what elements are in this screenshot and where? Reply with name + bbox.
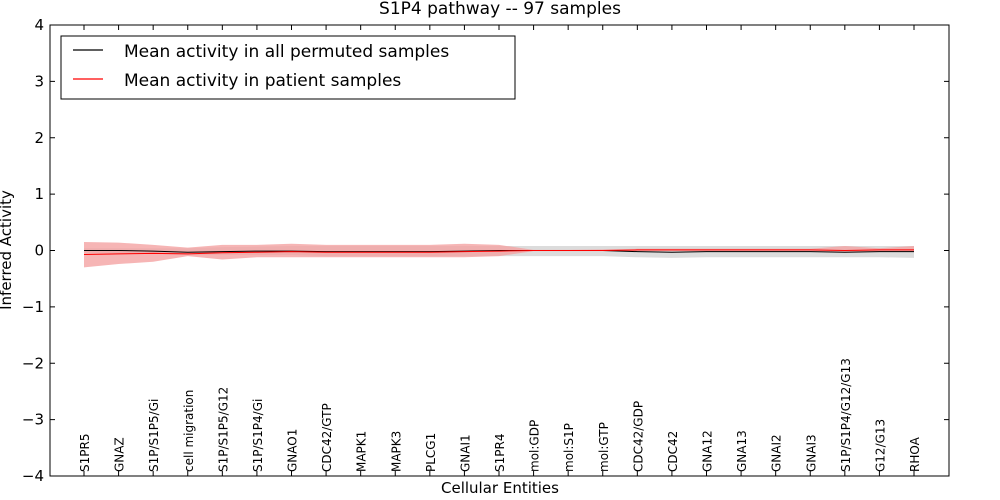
x-tick-label: GNAI2 bbox=[770, 434, 784, 472]
x-tick-label: S1PR4 bbox=[493, 434, 507, 472]
legend-label-permuted: Mean activity in all permuted samples bbox=[124, 42, 449, 62]
x-tick-label: MAPK1 bbox=[355, 431, 369, 472]
x-tick-label: GNAI3 bbox=[804, 434, 818, 472]
legend: Mean activity in all permuted samples Me… bbox=[60, 35, 516, 100]
series-lines bbox=[83, 249, 914, 255]
x-tick-label: GNAI1 bbox=[458, 434, 472, 472]
x-tick-label: S1P/S1P4/G12/G13 bbox=[839, 358, 853, 472]
legend-box bbox=[60, 35, 516, 100]
y-tick-label: −1 bbox=[22, 298, 44, 316]
x-tick-label: S1P/S1P4/Gi bbox=[251, 399, 265, 472]
x-tick-label: RHOA bbox=[908, 436, 922, 472]
x-axis-label: Cellular Entities bbox=[441, 479, 559, 497]
x-tick-label: cell migration bbox=[182, 390, 196, 472]
y-tick-label: 2 bbox=[34, 129, 44, 147]
x-tick-label: CDC42/GDP bbox=[631, 401, 645, 472]
y-tick-label: 4 bbox=[34, 16, 44, 34]
chart-title: S1P4 pathway -- 97 samples bbox=[379, 0, 621, 19]
x-tick-label: GNAO1 bbox=[286, 429, 300, 472]
x-tick-label: GNA12 bbox=[701, 430, 715, 472]
x-tick-label: mol:GDP bbox=[528, 420, 542, 472]
patient-band bbox=[84, 242, 914, 268]
x-axis: S1PR5 GNAZ S1P/S1P5/Gi cell migration S1P/S1… bbox=[78, 25, 922, 476]
x-tick-label: GNA13 bbox=[735, 430, 749, 472]
x-tick-label: MAPK3 bbox=[389, 431, 403, 472]
y-axis-label: Inferred Activity bbox=[0, 190, 15, 310]
y-tick-label: −4 bbox=[22, 467, 44, 485]
x-tick-label: mol:GTP bbox=[597, 422, 611, 472]
patient-mean-line bbox=[83, 249, 914, 255]
x-tick-label: S1P/S1P5/Gi bbox=[147, 399, 161, 472]
y-tick-label: −3 bbox=[22, 411, 44, 429]
legend-label-patient: Mean activity in patient samples bbox=[124, 71, 401, 91]
x-tick-label: CDC42 bbox=[666, 431, 680, 472]
y-tick-label: −2 bbox=[22, 354, 44, 372]
y-tick-label: 0 bbox=[34, 242, 44, 260]
y-axis: 4 3 2 1 0 −1 −2 −3 −4 bbox=[22, 16, 949, 485]
x-tick-label: G12/G13 bbox=[873, 419, 887, 472]
x-tick-label: CDC42/GTP bbox=[320, 403, 334, 472]
y-tick-label: 3 bbox=[34, 72, 44, 90]
x-tick-label: S1PR5 bbox=[78, 434, 92, 472]
x-tick-label: GNAZ bbox=[113, 437, 127, 472]
permuted-mean-line bbox=[84, 250, 914, 253]
x-tick-label: PLCG1 bbox=[424, 433, 438, 472]
confidence-bands bbox=[84, 242, 914, 268]
x-tick-label: S1P/S1P5/G12 bbox=[216, 387, 230, 472]
x-tick-label: mol:S1P bbox=[562, 423, 576, 472]
y-tick-label: 1 bbox=[34, 185, 44, 203]
